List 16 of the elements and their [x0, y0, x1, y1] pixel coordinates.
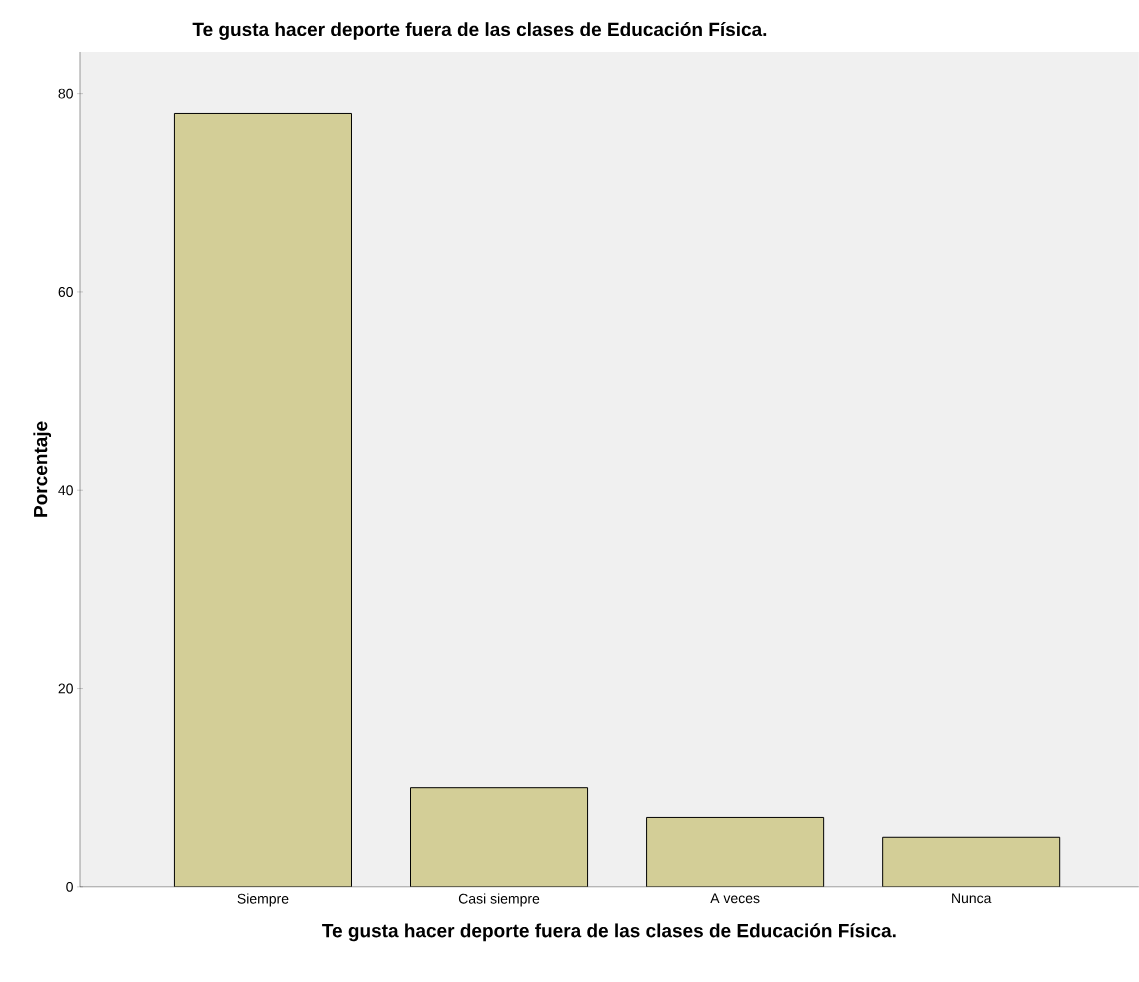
x-axis-title: Te gusta hacer deporte fuera de las clases de Educación Física. — [322, 923, 896, 942]
chart-title: Te gusta hacer deporte fuera de las clases de Educación Física. — [192, 22, 767, 41]
y-axis-title: Porcentaje — [33, 421, 52, 517]
bar — [882, 836, 1061, 887]
x-tick-label: Casi siempre — [458, 893, 540, 907]
y-tick-label: 20 — [58, 683, 73, 694]
bar — [410, 787, 589, 887]
y-tick-label: 80 — [58, 88, 73, 99]
y-tick-label: 0 — [66, 881, 73, 892]
bar — [646, 817, 825, 887]
bar — [173, 113, 352, 887]
x-tick-label: Siempre — [237, 893, 289, 907]
y-tick-label: 40 — [58, 485, 73, 496]
x-tick-label: Nunca — [952, 893, 992, 904]
x-tick-label: A veces — [710, 893, 760, 904]
y-tick-label: 60 — [58, 287, 73, 297]
